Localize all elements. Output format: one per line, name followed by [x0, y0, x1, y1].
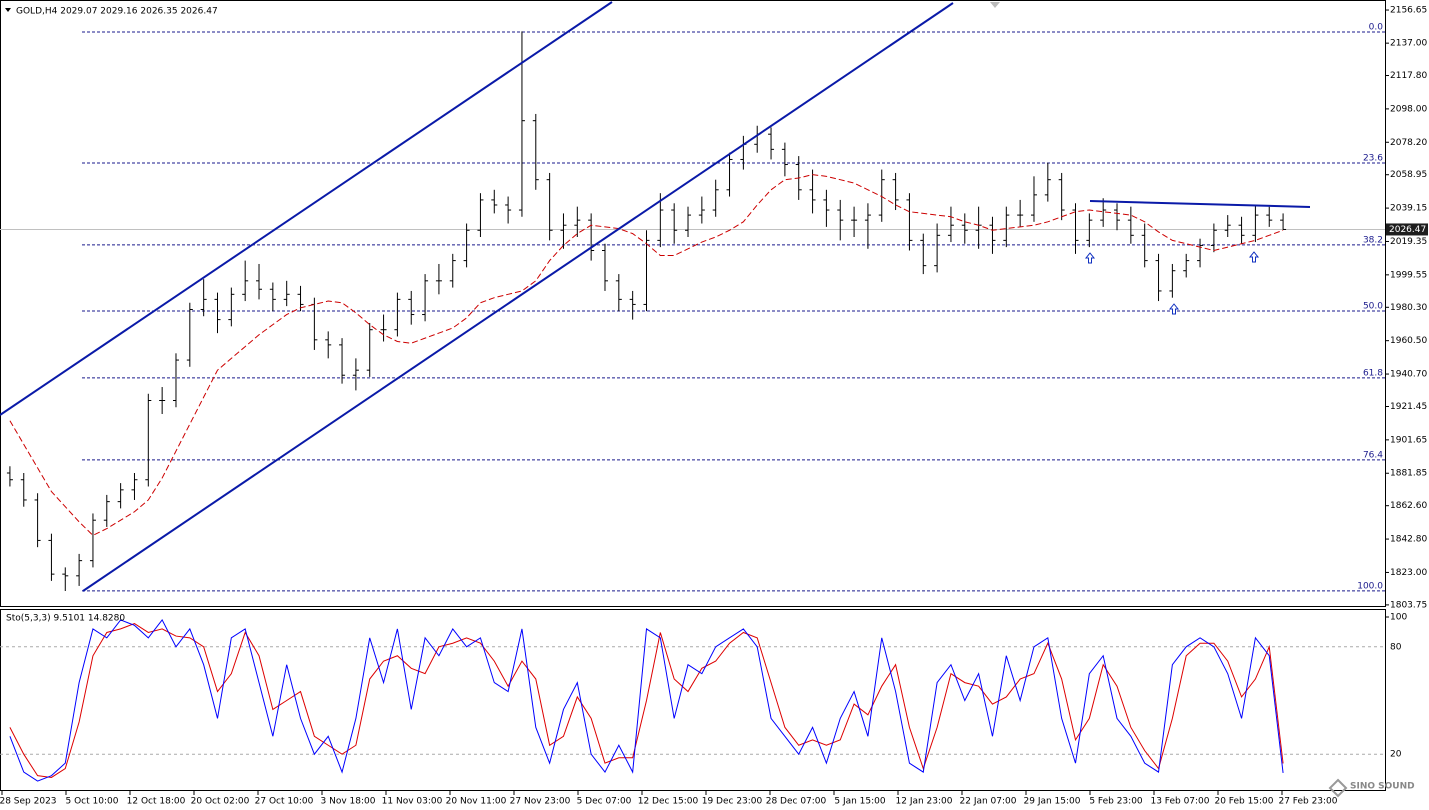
x-tick-label: 22 Jan 07:00: [960, 797, 1017, 807]
fib-label: 76.4: [1363, 450, 1383, 460]
oscillator-title: Sto(5,3,3) 9.5101 14.8280: [6, 614, 125, 624]
x-tick-label: 5 Jan 15:00: [834, 797, 886, 807]
y-tick-label: 2019.35: [1390, 237, 1427, 247]
resistance-line: [1089, 200, 1311, 208]
oscillator-frame: [0, 609, 1386, 791]
y-tick-label: 1881.85: [1390, 469, 1427, 479]
y-tick-label: 2156.65: [1390, 6, 1427, 16]
oscillator-tick-label: 20: [1390, 750, 1402, 760]
y-tick-label: 1823.00: [1390, 568, 1427, 578]
main-frame: [0, 0, 1386, 607]
x-tick-label: 27 Oct 10:00: [255, 797, 314, 807]
x-tick-label: 12 Oct 18:00: [127, 797, 186, 807]
y-tick-label: 2117.80: [1390, 71, 1427, 81]
fib-label: 100.0: [1357, 581, 1383, 591]
arrows: [1084, 251, 1260, 315]
fib-label: 38.2: [1363, 235, 1383, 245]
y-tick-label: 1940.70: [1390, 370, 1427, 380]
fib-label: 0.0: [1369, 23, 1384, 33]
logo-shape: [1328, 778, 1348, 798]
channel-upper: [0, 1, 613, 416]
x-tick-label: 12 Dec 15:00: [638, 797, 699, 807]
y-tick-label: 1999.55: [1390, 270, 1427, 280]
x-tick-label: 3 Nov 18:00: [321, 797, 376, 807]
x-tick-label: 12 Jan 23:00: [896, 797, 953, 807]
fib-label: 23.6: [1363, 154, 1383, 164]
y-tick-label: 1842.80: [1390, 535, 1427, 545]
x-tick-label: 20 Feb 15:00: [1214, 797, 1273, 807]
y-tick-label: 1862.60: [1390, 501, 1427, 511]
oscillator-tick-label: 100: [1390, 613, 1407, 623]
y-tick-label: 2098.00: [1390, 104, 1427, 114]
up-arrow: [1168, 303, 1180, 315]
x-tick-label: 5 Dec 07:00: [577, 797, 632, 807]
x-tick-label: 27 Nov 23:00: [510, 797, 571, 807]
last-price-tag: [1386, 223, 1428, 236]
channel-lower: [82, 2, 954, 592]
x-tick-label: 13 Feb 07:00: [1150, 797, 1209, 807]
y-tick-label: 1921.45: [1390, 402, 1427, 412]
shift-marker: [990, 2, 1000, 8]
y-tick-label: 1960.50: [1390, 336, 1427, 346]
up-arrow: [1248, 251, 1260, 263]
y-tick-label: 2078.20: [1390, 138, 1427, 148]
up-arrow: [1084, 252, 1096, 264]
menu-icon: [5, 8, 11, 12]
watermark-logo: SINO SOUND: [1328, 778, 1415, 798]
x-tick-label: 19 Dec 23:00: [702, 797, 763, 807]
chart-title: GOLD,H4 2029.07 2029.16 2026.35 2026.47: [16, 7, 218, 17]
x-tick-label: 5 Oct 10:00: [66, 797, 119, 807]
moving-average: [9, 174, 1284, 536]
y-tick-label: 1803.75: [1390, 600, 1427, 610]
x-tick-label: 20 Oct 02:00: [191, 797, 250, 807]
fib-label: 61.8: [1363, 368, 1383, 378]
fib-label: 50.0: [1363, 302, 1383, 312]
x-tick-label: 5 Feb 23:00: [1089, 797, 1143, 807]
x-tick-label: 20 Nov 11:00: [446, 797, 507, 807]
grid-layer: [0, 31, 1385, 755]
drawings: [0, 1, 1311, 592]
oscillator-line: [9, 619, 1284, 782]
y-tick-label: 2137.00: [1390, 39, 1427, 49]
y-tick-label: 1980.30: [1390, 303, 1427, 313]
x-tick-label: 29 Jan 15:00: [1024, 797, 1081, 807]
y-tick-label: 2039.15: [1390, 204, 1427, 214]
watermark: SINO SOUND: [1350, 782, 1415, 792]
oscillator-tick-label: 80: [1390, 642, 1402, 652]
x-tick-label: 11 Nov 03:00: [382, 797, 443, 807]
x-tick-label: 27 Feb 23:00: [1278, 797, 1337, 807]
x-tick-label: 28 Sep 2023: [0, 797, 57, 807]
y-tick-label: 2058.95: [1390, 170, 1427, 180]
oscillator-line: [9, 622, 1284, 778]
last-price-label: 2026.47: [1389, 225, 1426, 235]
y-tick-label: 1901.65: [1390, 435, 1427, 445]
x-tick-label: 28 Dec 07:00: [766, 797, 827, 807]
marks-layer: [6, 31, 1287, 782]
